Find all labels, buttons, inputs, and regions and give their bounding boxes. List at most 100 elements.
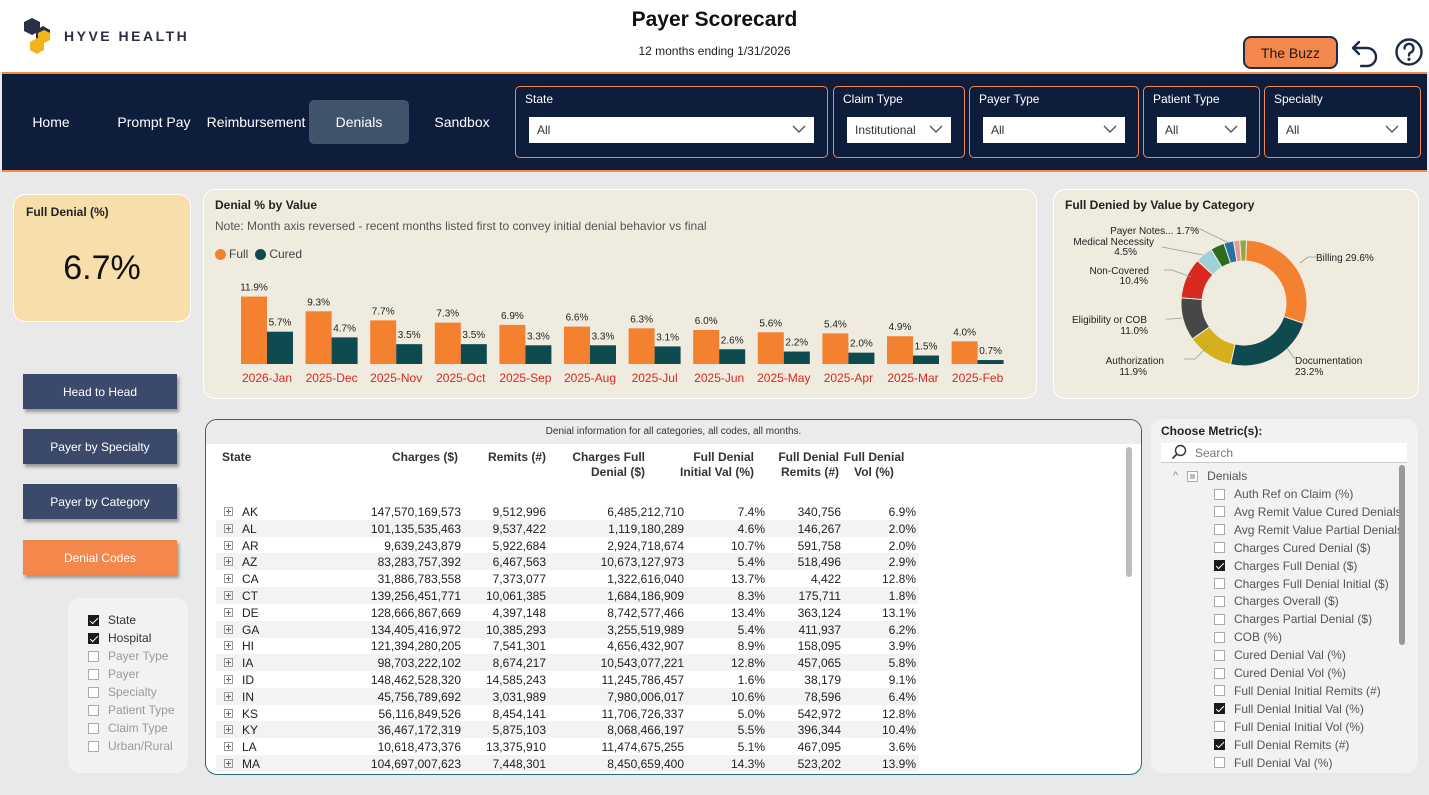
- nav-sandbox[interactable]: Sandbox: [434, 114, 490, 130]
- expand-plus-icon[interactable]: [224, 574, 233, 584]
- metric-option[interactable]: Cured Denial Vol (%): [1214, 666, 1346, 680]
- checkbox[interactable]: [88, 686, 99, 698]
- table-row[interactable]: DE 128,666,867,669 4,397,148 8,742,577,466 1…: [216, 604, 919, 621]
- expand-plus-icon[interactable]: [224, 641, 233, 651]
- nav-reimbursement[interactable]: Reimbursement: [206, 114, 306, 130]
- checkbox[interactable]: [88, 650, 99, 662]
- head-to-head-button[interactable]: Head to Head: [23, 374, 177, 409]
- checkbox[interactable]: [88, 614, 99, 626]
- field-option[interactable]: Payer: [88, 667, 139, 681]
- checkbox[interactable]: [1214, 631, 1225, 643]
- column-header[interactable]: Full Denial Vol (%): [843, 450, 905, 479]
- nav-prompt-pay[interactable]: Prompt Pay: [117, 114, 191, 130]
- field-option[interactable]: Urban/Rural: [88, 739, 173, 753]
- metric-group-denials[interactable]: ^ Denials: [1173, 469, 1247, 483]
- checkbox[interactable]: [1214, 757, 1225, 768]
- table-row[interactable]: KS 56,116,849,526 8,454,141 11,706,726,337 5…: [216, 705, 919, 722]
- expand-plus-icon[interactable]: [224, 607, 233, 617]
- checkbox[interactable]: [1214, 667, 1225, 679]
- checkbox[interactable]: [1214, 578, 1225, 589]
- table-row[interactable]: GA 134,405,416,972 10,385,293 3,255,519,989…: [216, 620, 919, 638]
- nav-home[interactable]: Home: [32, 114, 70, 130]
- expand-plus-icon[interactable]: [224, 523, 233, 533]
- payer-by-specialty-button[interactable]: Payer by Specialty: [23, 429, 177, 464]
- checkbox[interactable]: [88, 722, 99, 734]
- the-buzz-button[interactable]: The Buzz: [1243, 36, 1338, 69]
- checkbox[interactable]: [88, 740, 99, 752]
- field-option[interactable]: Claim Type: [88, 721, 168, 735]
- column-header[interactable]: State: [222, 450, 252, 464]
- metric-search-input[interactable]: Search: [1161, 443, 1407, 463]
- metric-option[interactable]: Charges Full Denial ($): [1214, 559, 1357, 573]
- expand-plus-icon[interactable]: [224, 624, 233, 634]
- table-row[interactable]: KY 36,467,172,319 5,875,103 8,068,466,197 5.…: [216, 721, 919, 739]
- table-row[interactable]: CA 31,886,783,558 7,373,077 1,322,616,040 13…: [216, 570, 919, 587]
- checkbox[interactable]: [88, 668, 99, 680]
- column-header[interactable]: Charges Full Denial ($): [572, 450, 645, 479]
- field-option[interactable]: Specialty: [88, 685, 157, 699]
- table-row[interactable]: HI 121,394,280,205 7,541,301 4,656,432,907 8…: [216, 637, 919, 654]
- checkbox[interactable]: [1214, 595, 1225, 607]
- undo-icon[interactable]: [1350, 36, 1380, 68]
- field-option[interactable]: Hospital: [88, 631, 151, 645]
- metric-option[interactable]: Full Denial Initial Remits (#): [1214, 684, 1381, 698]
- collapse-caret-icon[interactable]: ^: [1173, 470, 1179, 482]
- metric-option[interactable]: Auth Ref on Claim (%): [1214, 487, 1353, 501]
- column-header[interactable]: Charges ($): [391, 450, 458, 464]
- nav-denials[interactable]: Denials: [309, 100, 409, 144]
- expand-plus-icon[interactable]: [224, 691, 233, 701]
- metric-option[interactable]: Cured Denial Val (%): [1214, 648, 1346, 662]
- expand-plus-icon[interactable]: [224, 759, 233, 768]
- checkbox[interactable]: [1214, 739, 1225, 751]
- specialty-dropdown[interactable]: All: [1278, 117, 1407, 143]
- expand-plus-icon[interactable]: [224, 591, 233, 600]
- checkbox[interactable]: [88, 704, 99, 716]
- metric-option[interactable]: Full Denial Initial Vol (%): [1214, 720, 1364, 734]
- checkbox[interactable]: [1214, 613, 1225, 625]
- expand-plus-icon[interactable]: [224, 507, 233, 516]
- checkbox[interactable]: [1214, 506, 1225, 518]
- claim-type-dropdown[interactable]: Institutional: [847, 117, 951, 143]
- expand-plus-icon[interactable]: [224, 658, 233, 668]
- metric-option[interactable]: Full Denial Val (%): [1214, 756, 1332, 770]
- checkbox[interactable]: [1214, 649, 1225, 661]
- table-row[interactable]: AR 9,639,243,879 5,922,684 2,924,718,674 10.…: [216, 537, 919, 554]
- expand-plus-icon[interactable]: [224, 725, 233, 735]
- checkbox[interactable]: [1214, 721, 1225, 733]
- column-header[interactable]: Full Denial Remits (#): [778, 450, 839, 479]
- metric-option[interactable]: Full Denial Initial Val (%): [1214, 702, 1364, 716]
- metric-option[interactable]: Charges Overall ($): [1214, 594, 1339, 608]
- patient-type-dropdown[interactable]: All: [1157, 117, 1246, 143]
- metric-option[interactable]: Avg Remit Value Partial Denials: [1214, 523, 1399, 537]
- expand-plus-icon[interactable]: [224, 675, 233, 684]
- metric-option[interactable]: Charges Full Denial Initial ($): [1214, 577, 1389, 591]
- field-option[interactable]: State: [88, 613, 136, 627]
- checkbox[interactable]: [1214, 488, 1225, 500]
- table-row[interactable]: MA 104,697,007,623 7,448,301 8,450,659,400 1…: [216, 755, 919, 772]
- checkbox[interactable]: [1214, 560, 1225, 572]
- table-row[interactable]: ID 148,462,528,320 14,585,243 11,245,786,45…: [216, 671, 919, 688]
- metric-option[interactable]: Avg Remit Value Cured Denials...: [1214, 505, 1399, 519]
- table-row[interactable]: IA 98,703,222,102 8,674,217 10,543,077,221 1…: [216, 654, 919, 672]
- checkbox[interactable]: [88, 632, 99, 644]
- metric-option[interactable]: Charges Cured Denial ($): [1214, 541, 1371, 555]
- expand-plus-icon[interactable]: [224, 742, 233, 752]
- state-dropdown[interactable]: All: [529, 117, 814, 143]
- table-scrollbar[interactable]: [1126, 447, 1132, 577]
- column-header[interactable]: Full Denial Initial Val (%): [679, 450, 754, 479]
- checkbox[interactable]: [1214, 542, 1225, 554]
- checkbox[interactable]: [1214, 703, 1225, 715]
- metric-option[interactable]: COB (%): [1214, 630, 1282, 644]
- checkbox[interactable]: [1214, 524, 1225, 536]
- checkbox[interactable]: [1214, 685, 1225, 697]
- expand-plus-icon[interactable]: [224, 540, 233, 550]
- metric-option[interactable]: Full Denial Remits (#): [1214, 738, 1349, 752]
- expand-plus-icon[interactable]: [224, 557, 233, 567]
- denial-codes-button[interactable]: Denial Codes: [23, 540, 177, 575]
- table-row[interactable]: LA 10,618,473,376 13,375,910 11,474,675,255…: [216, 738, 919, 755]
- metric-scrollbar[interactable]: [1399, 465, 1405, 645]
- payer-by-category-button[interactable]: Payer by Category: [23, 484, 177, 519]
- table-row[interactable]: IN 45,756,789,692 3,031,989 7,980,006,017 10…: [216, 687, 919, 705]
- table-row[interactable]: CT 139,256,451,771 10,061,385 1,684,186,909…: [216, 587, 919, 604]
- field-option[interactable]: Payer Type: [88, 649, 168, 663]
